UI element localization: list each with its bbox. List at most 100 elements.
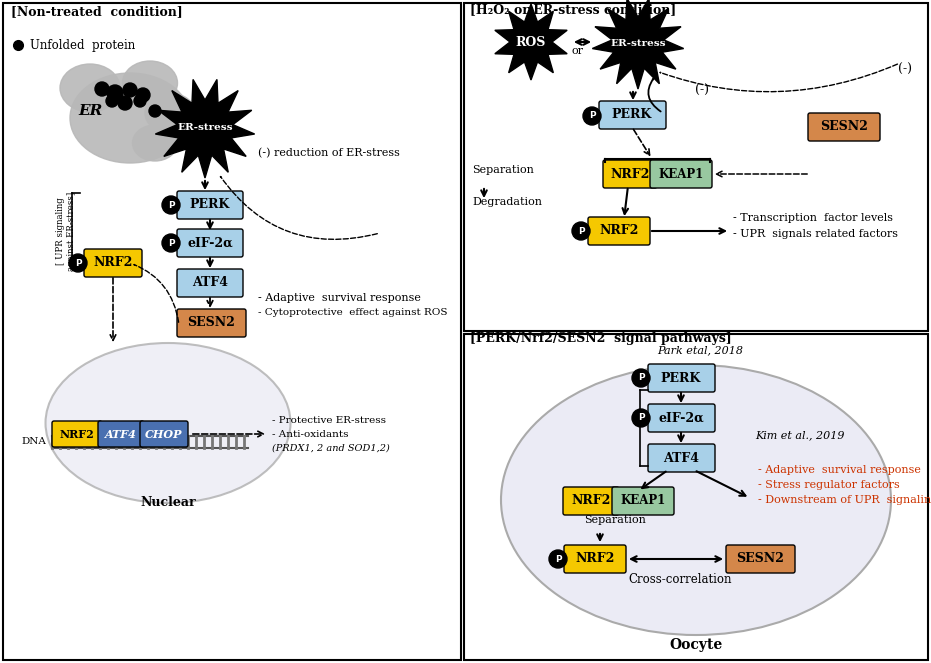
Text: P: P (74, 259, 81, 267)
Text: Separation: Separation (472, 165, 533, 175)
FancyBboxPatch shape (563, 487, 619, 515)
Ellipse shape (132, 125, 178, 161)
Text: NRF2: NRF2 (611, 168, 650, 180)
Circle shape (123, 83, 137, 97)
Circle shape (106, 95, 118, 107)
FancyBboxPatch shape (588, 217, 650, 245)
Circle shape (583, 107, 601, 125)
Text: SESN2: SESN2 (736, 552, 784, 566)
Text: PERK: PERK (190, 198, 230, 211)
Text: ATF4: ATF4 (192, 276, 228, 290)
FancyArrowPatch shape (134, 265, 179, 322)
Text: eIF-2α: eIF-2α (658, 412, 704, 424)
Ellipse shape (46, 343, 290, 503)
FancyArrowPatch shape (648, 79, 661, 111)
FancyBboxPatch shape (650, 160, 712, 188)
Circle shape (136, 88, 150, 102)
FancyBboxPatch shape (52, 421, 102, 447)
Bar (464, 3, 928, 331)
FancyBboxPatch shape (648, 364, 715, 392)
Text: KEAP1: KEAP1 (620, 495, 666, 507)
Circle shape (549, 550, 567, 568)
Text: KEAP1: KEAP1 (658, 168, 704, 180)
Ellipse shape (123, 61, 178, 105)
Text: ER-stress: ER-stress (610, 38, 666, 48)
Text: ER: ER (78, 104, 102, 118)
Text: Separation: Separation (584, 515, 646, 525)
FancyBboxPatch shape (177, 309, 246, 337)
Text: - Stress regulator factors: - Stress regulator factors (758, 480, 899, 490)
FancyArrowPatch shape (221, 176, 377, 239)
Bar (3, 3, 461, 660)
FancyBboxPatch shape (603, 160, 657, 188)
Text: P: P (555, 554, 561, 564)
Circle shape (149, 105, 161, 117)
Text: [PERK/Nrf2/SESN2  signal pathways]: [PERK/Nrf2/SESN2 signal pathways] (470, 332, 732, 345)
Text: Cross-correlation: Cross-correlation (628, 573, 732, 586)
Text: [ UPR signaling
against ER-stress]: [ UPR signaling against ER-stress] (56, 192, 75, 271)
Text: - Anti-oxidants: - Anti-oxidants (272, 430, 348, 439)
Text: ATF4: ATF4 (663, 452, 699, 465)
FancyBboxPatch shape (808, 113, 880, 141)
Text: Oocyte: Oocyte (669, 638, 722, 652)
Text: - UPR  signals related factors: - UPR signals related factors (733, 229, 898, 239)
Circle shape (632, 369, 650, 387)
Text: Unfolded  protein: Unfolded protein (30, 38, 135, 52)
Text: NRF2: NRF2 (572, 495, 611, 507)
Circle shape (134, 95, 146, 107)
Text: ATF4: ATF4 (105, 428, 137, 440)
Circle shape (69, 254, 87, 272)
Ellipse shape (70, 73, 190, 163)
Ellipse shape (145, 93, 195, 133)
FancyBboxPatch shape (726, 545, 795, 573)
Polygon shape (495, 4, 567, 80)
Text: NRF2: NRF2 (575, 552, 614, 566)
FancyBboxPatch shape (177, 229, 243, 257)
FancyArrowPatch shape (660, 64, 897, 91)
Text: or: or (572, 46, 584, 56)
FancyBboxPatch shape (177, 269, 243, 297)
Text: SESN2: SESN2 (820, 121, 868, 133)
Text: eIF-2α: eIF-2α (187, 237, 233, 249)
FancyBboxPatch shape (140, 421, 188, 447)
Text: PERK: PERK (612, 109, 652, 121)
FancyBboxPatch shape (98, 421, 144, 447)
FancyBboxPatch shape (564, 545, 626, 573)
Text: PERK: PERK (661, 371, 701, 385)
Text: (-) reduction of ER-stress: (-) reduction of ER-stress (258, 148, 400, 158)
Text: - Transcription  factor levels: - Transcription factor levels (733, 213, 893, 223)
Text: P: P (638, 414, 644, 422)
Bar (464, 334, 928, 660)
Text: NRF2: NRF2 (600, 225, 639, 237)
Text: NRF2: NRF2 (93, 257, 133, 269)
Text: ER-stress: ER-stress (177, 123, 233, 133)
Text: (-): (-) (695, 84, 709, 97)
Circle shape (162, 196, 180, 214)
Text: P: P (588, 111, 595, 121)
Text: P: P (638, 373, 644, 383)
Text: [H₂O₂ or ER-stress condition]: [H₂O₂ or ER-stress condition] (470, 3, 676, 16)
FancyBboxPatch shape (177, 191, 243, 219)
FancyBboxPatch shape (648, 404, 715, 432)
Text: P: P (168, 239, 174, 247)
Text: DNA: DNA (21, 438, 46, 446)
Text: ROS: ROS (516, 36, 546, 48)
Circle shape (162, 234, 180, 252)
FancyBboxPatch shape (648, 444, 715, 472)
Text: P: P (578, 227, 585, 235)
Circle shape (107, 85, 123, 101)
Text: [Non-treated  condition]: [Non-treated condition] (11, 5, 182, 18)
Circle shape (95, 82, 109, 96)
Text: - Downstream of UPR  signaling: - Downstream of UPR signaling (758, 495, 931, 505)
FancyBboxPatch shape (612, 487, 674, 515)
Text: - Adaptive  survival response: - Adaptive survival response (758, 465, 921, 475)
FancyBboxPatch shape (84, 249, 142, 277)
Ellipse shape (501, 365, 891, 635)
Polygon shape (592, 0, 683, 89)
Text: CHOP: CHOP (145, 428, 182, 440)
Ellipse shape (60, 64, 120, 112)
Text: SESN2: SESN2 (187, 316, 235, 330)
Circle shape (632, 409, 650, 427)
FancyBboxPatch shape (599, 101, 666, 129)
Text: - Cytoprotective  effect against ROS: - Cytoprotective effect against ROS (258, 308, 448, 317)
